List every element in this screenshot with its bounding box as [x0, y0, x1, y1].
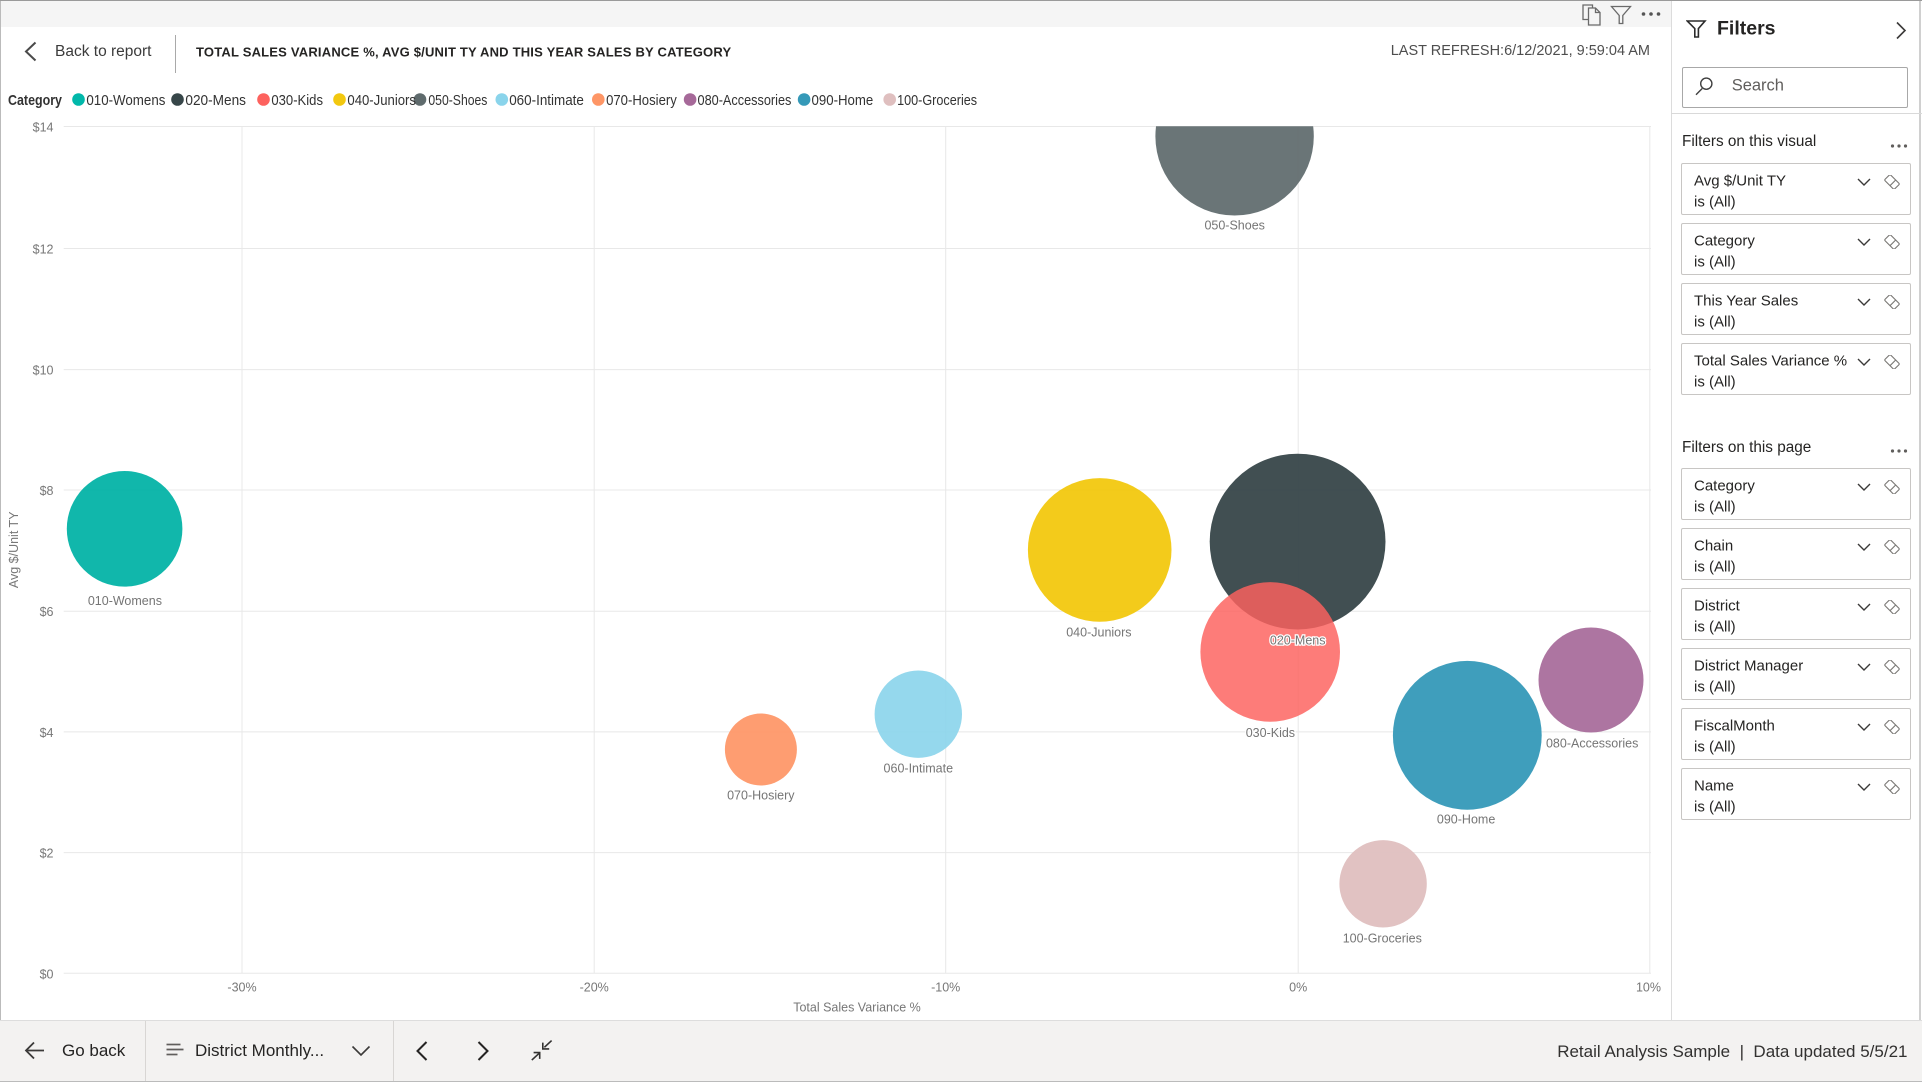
- svg-text:Category: Category: [8, 92, 63, 109]
- svg-text:$14: $14: [33, 121, 54, 135]
- svg-text:050-Shoes: 050-Shoes: [1204, 219, 1264, 233]
- svg-text:030-Kids: 030-Kids: [271, 92, 323, 109]
- svg-text:080-Accessories: 080-Accessories: [698, 92, 792, 109]
- svg-text:$0: $0: [40, 967, 54, 981]
- svg-text:070-Hosiery: 070-Hosiery: [606, 92, 677, 109]
- svg-text:030-Kids: 030-Kids: [1246, 726, 1295, 740]
- svg-text:050-Shoes: 050-Shoes: [428, 92, 487, 109]
- svg-text:040-Juniors: 040-Juniors: [1066, 626, 1131, 640]
- svg-text:040-Juniors: 040-Juniors: [347, 92, 416, 109]
- svg-text:020-Mens: 020-Mens: [185, 92, 246, 109]
- svg-text:Total Sales Variance %: Total Sales Variance %: [793, 1001, 921, 1015]
- svg-text:$10: $10: [33, 364, 54, 378]
- svg-text:100-Groceries: 100-Groceries: [1343, 931, 1422, 945]
- svg-text:070-Hosiery: 070-Hosiery: [727, 789, 795, 803]
- svg-text:0%: 0%: [1289, 980, 1307, 994]
- svg-text:$4: $4: [40, 726, 54, 740]
- svg-text:090-Home: 090-Home: [812, 92, 874, 109]
- svg-text:$2: $2: [40, 847, 54, 861]
- svg-text:Avg $/Unit TY: Avg $/Unit TY: [7, 511, 21, 588]
- svg-text:060-Intimate: 060-Intimate: [884, 761, 954, 775]
- svg-text:$12: $12: [33, 243, 54, 257]
- svg-text:010-Womens: 010-Womens: [88, 594, 162, 608]
- svg-text:$6: $6: [40, 605, 54, 619]
- svg-text:-20%: -20%: [580, 980, 609, 994]
- svg-text:080-Accessories: 080-Accessories: [1546, 736, 1638, 750]
- svg-text:$8: $8: [40, 484, 54, 498]
- svg-text:100-Groceries: 100-Groceries: [897, 92, 977, 109]
- svg-text:060-Intimate: 060-Intimate: [509, 92, 584, 109]
- svg-text:-10%: -10%: [931, 980, 960, 994]
- svg-text:-30%: -30%: [227, 980, 256, 994]
- svg-text:10%: 10%: [1636, 980, 1661, 994]
- svg-text:020-Mens: 020-Mens: [1270, 634, 1326, 648]
- svg-text:090-Home: 090-Home: [1437, 813, 1495, 827]
- svg-text:010-Womens: 010-Womens: [86, 92, 165, 109]
